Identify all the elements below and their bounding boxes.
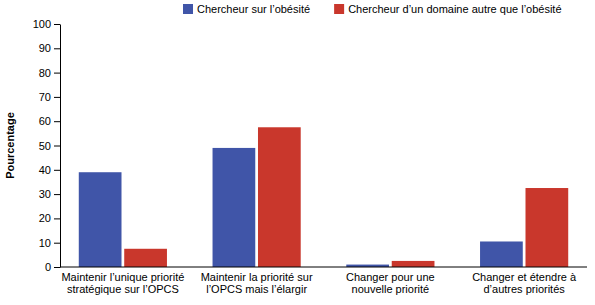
tick-label: Maintenir la priorité surl’OPCS mais l’é… xyxy=(201,271,313,296)
tick: Maintenir la priorité surl’OPCS mais l’é… xyxy=(201,267,313,295)
tick: Changer et étendre àd’autres priorités xyxy=(472,267,577,295)
tick-mark xyxy=(54,24,60,25)
tick-label: 50 xyxy=(39,140,51,152)
bars xyxy=(79,127,568,267)
legend-swatch xyxy=(183,4,193,14)
tick-mark xyxy=(54,194,60,195)
y-axis: 0 10 20 30 40 50 60 70 80 90 100 xyxy=(33,18,61,273)
legend: Chercheur sur l’obésité Chercheur d’un do… xyxy=(183,3,562,15)
tick: 10 xyxy=(39,237,60,249)
tick-label: Changer pour unenouvelle priorité xyxy=(346,271,435,296)
tick-label: 10 xyxy=(39,237,51,249)
bar xyxy=(213,148,256,267)
axis-line xyxy=(60,25,61,268)
tick: 80 xyxy=(39,67,60,79)
tick-label: Changer et étendre àd’autres priorités xyxy=(472,271,577,296)
tick-mark xyxy=(54,218,60,219)
tick: Changer pour unenouvelle priorité xyxy=(346,267,435,295)
tick-mark xyxy=(54,243,60,244)
tick-label: 80 xyxy=(39,67,51,79)
tick-mark xyxy=(54,48,60,49)
tick-label: 20 xyxy=(39,212,51,224)
bar xyxy=(258,127,301,267)
tick-mark xyxy=(54,73,60,74)
tick-mark xyxy=(54,267,60,268)
tick-label: 70 xyxy=(39,91,51,103)
bar xyxy=(480,241,523,267)
legend-swatch xyxy=(334,4,344,14)
legend-label: Chercheur d’un domaine autre que l’obési… xyxy=(348,3,561,15)
tick-mark xyxy=(54,121,60,122)
tick-label: 100 xyxy=(33,18,51,30)
tick: 50 xyxy=(39,140,60,152)
tick-label: 60 xyxy=(39,115,51,127)
tick-label: 90 xyxy=(39,42,51,54)
tick-label: 40 xyxy=(39,164,51,176)
tick-label: 30 xyxy=(39,188,51,200)
tick-label: 0 xyxy=(45,261,51,273)
tick: Maintenir l’unique prioritéstratégique s… xyxy=(61,267,184,295)
legend-item: Chercheur d’un domaine autre que l’obési… xyxy=(334,3,561,15)
tick-mark xyxy=(54,170,60,171)
tick: 100 xyxy=(33,18,60,30)
axis-title: Pourcentage xyxy=(4,112,16,179)
bar xyxy=(392,261,435,267)
bar xyxy=(79,172,122,267)
tick: 90 xyxy=(39,42,60,54)
axis-line xyxy=(60,267,587,268)
tick-label: Maintenir l’unique prioritéstratégique s… xyxy=(61,271,184,296)
tick: 40 xyxy=(39,164,60,176)
legend-label: Chercheur sur l’obésité xyxy=(197,3,310,15)
tick: 20 xyxy=(39,212,60,224)
bar xyxy=(124,249,167,267)
bar xyxy=(525,188,568,267)
tick: 0 xyxy=(45,261,60,273)
legend-item: Chercheur sur l’obésité xyxy=(183,3,310,15)
tick: 30 xyxy=(39,188,60,200)
tick: 60 xyxy=(39,115,60,127)
x-axis: Maintenir l’unique prioritéstratégique s… xyxy=(60,267,587,295)
tick: 70 xyxy=(39,91,60,103)
chart: 0 10 20 30 40 50 60 70 80 90 100 Maintenir l’unique… xyxy=(0,0,595,305)
tick-mark xyxy=(54,97,60,98)
tick-mark xyxy=(54,146,60,147)
